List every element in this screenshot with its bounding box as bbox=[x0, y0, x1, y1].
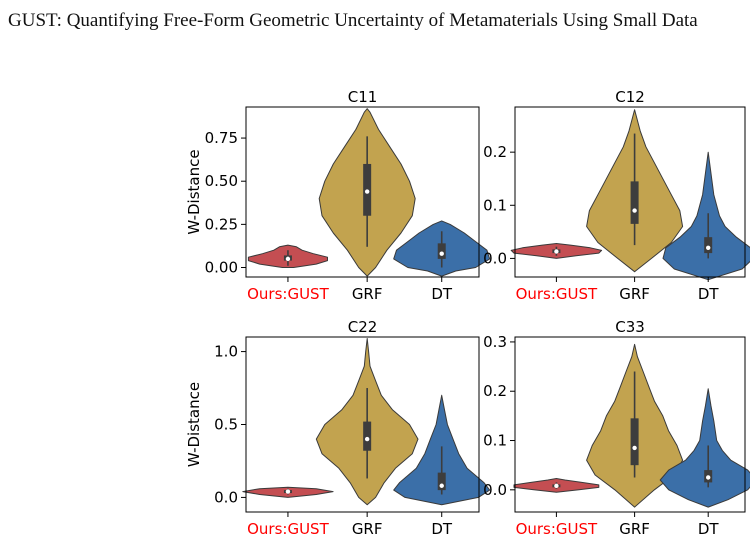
x-tick-label-grf: GRF bbox=[619, 520, 650, 538]
y-tick-label: 0.2 bbox=[483, 143, 507, 161]
y-tick-label: 0.0 bbox=[483, 249, 507, 267]
x-tick-label-ours-gust: Ours:GUST bbox=[247, 285, 329, 303]
median-marker-ours-gust bbox=[554, 483, 559, 489]
y-tick-label: 0.50 bbox=[205, 172, 238, 190]
chart-title: C11 bbox=[348, 88, 378, 106]
y-tick-label: 0.0 bbox=[214, 488, 238, 506]
y-tick-label: 0.3 bbox=[483, 333, 507, 351]
chart-title: C22 bbox=[348, 318, 378, 336]
iqr-box-dt bbox=[704, 237, 713, 254]
x-tick-label-dt: DT bbox=[698, 285, 720, 303]
y-axis-label: W-Distance bbox=[185, 149, 203, 234]
page-title: GUST: Quantifying Free-Form Geometric Un… bbox=[8, 10, 698, 31]
axes-frame bbox=[514, 106, 746, 278]
y-tick-label: 0.1 bbox=[483, 196, 507, 214]
violin-dt bbox=[659, 388, 750, 508]
axes-frame bbox=[245, 106, 480, 278]
x-tick-label-grf: GRF bbox=[352, 285, 383, 303]
y-tick-label: 1.0 bbox=[214, 343, 238, 361]
median-marker-ours-gust bbox=[285, 489, 291, 494]
y-axis-label: W-Distance bbox=[185, 382, 203, 467]
iqr-box-grf bbox=[363, 421, 372, 451]
x-tick-label-grf: GRF bbox=[352, 520, 383, 538]
y-tick-label: 0.25 bbox=[205, 215, 238, 233]
median-marker-grf bbox=[632, 445, 637, 451]
y-tick-label: 0.1 bbox=[483, 432, 507, 450]
y-tick-label: 0.2 bbox=[483, 382, 507, 400]
x-tick-label-dt: DT bbox=[698, 520, 720, 538]
x-tick-label-dt: DT bbox=[431, 520, 453, 538]
median-marker-grf bbox=[364, 436, 370, 442]
y-tick-label: 0.75 bbox=[205, 129, 238, 147]
iqr-box-grf bbox=[630, 181, 639, 224]
x-tick-label-ours-gust: Ours:GUST bbox=[247, 520, 329, 538]
chart-title: C33 bbox=[615, 318, 645, 336]
axes-frame bbox=[514, 336, 746, 513]
chart-panel-c33: C33 0.0 0.1 0.2 0.3 Ours:GUST GRF DT bbox=[483, 318, 750, 538]
median-marker-dt bbox=[439, 251, 444, 256]
median-marker-ours-gust bbox=[285, 256, 291, 262]
y-tick-label: 0.0 bbox=[483, 481, 507, 499]
median-marker-ours-gust bbox=[554, 249, 559, 254]
chart-panel-c22: C22 0.0 0.5 1.0 Ours:GUST GRF DT W-Distance bbox=[185, 318, 491, 538]
median-marker-dt bbox=[706, 245, 711, 250]
iqr-box-dt bbox=[437, 472, 446, 491]
iqr-box-dt bbox=[437, 243, 446, 259]
chart-title: C12 bbox=[615, 88, 645, 106]
y-tick-label: 0.5 bbox=[214, 416, 238, 434]
x-tick-label-grf: GRF bbox=[619, 285, 650, 303]
median-marker-dt bbox=[706, 475, 711, 480]
x-tick-label-ours-gust: Ours:GUST bbox=[516, 520, 598, 538]
y-tick-label: 0.00 bbox=[205, 259, 238, 277]
x-tick-label-ours-gust: Ours:GUST bbox=[516, 285, 598, 303]
chart-panel-c12: C12 0.0 0.1 0.2 Ours:GUST GRF DT bbox=[483, 88, 750, 303]
median-marker-grf bbox=[632, 208, 637, 213]
iqr-box-grf bbox=[630, 418, 639, 466]
x-tick-label-dt: DT bbox=[431, 285, 453, 303]
median-marker-dt bbox=[439, 483, 444, 488]
chart-panel-c11: C11 0.00 0.25 0.50 0.75 Ours:GUST GRF DT W-Dista… bbox=[185, 88, 491, 303]
median-marker-grf bbox=[364, 189, 370, 194]
violin-dt bbox=[662, 151, 750, 281]
